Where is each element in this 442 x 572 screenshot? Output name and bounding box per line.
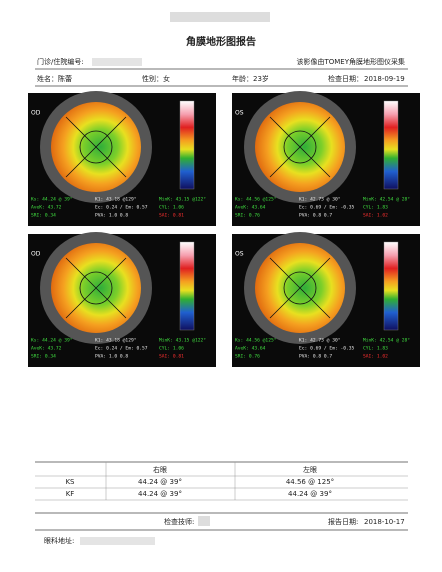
eye-label: OD xyxy=(31,110,41,117)
patient-sex: 性别：女 xyxy=(142,74,170,83)
stat: AveK: 43.64 xyxy=(235,346,266,352)
stat: Ks: 44.56 @125° xyxy=(235,197,277,203)
eye-label: OD xyxy=(31,251,41,258)
technician-label: 检查技师: xyxy=(164,517,194,526)
stat: K1: 42.73 @ 30° xyxy=(299,197,341,203)
stat: PVA: 0.8 0.7 xyxy=(299,213,332,219)
stat: PVA: 1.0 0.8 xyxy=(95,354,128,360)
stat: Ks: 44.24 @ 39° xyxy=(31,338,73,344)
stat: SRI: 0.34 xyxy=(31,213,56,219)
stat: SAI: 1.02 xyxy=(363,213,388,219)
stat: AveK: 43.72 xyxy=(31,205,62,211)
row-label: KF xyxy=(66,490,75,498)
summary-table: 右眼 左眼 KS 44.24 @ 39° 44.56 @ 125° KF 44.24 @ 3… xyxy=(35,461,408,501)
reticle xyxy=(283,130,317,164)
stat: Ec: 0.69 / Em: -0.35 xyxy=(299,205,355,211)
blurred-name xyxy=(198,516,210,526)
cell: 44.24 @ 39° xyxy=(138,490,182,498)
exam-date: 2018-09-19 xyxy=(364,75,405,83)
cell: 44.56 @ 125° xyxy=(286,478,334,486)
cell: 44.24 @ 39° xyxy=(138,478,182,486)
color-scale xyxy=(383,241,399,331)
title: 角膜地形图报告 xyxy=(186,35,256,48)
stat: SAI: 0.81 xyxy=(159,354,184,360)
stat: MinK: 43.15 @122° xyxy=(159,338,206,344)
stat: MinK: 42.54 @ 28° xyxy=(363,197,410,203)
stat: CYL: 1.83 xyxy=(363,205,388,211)
stat: K1: 43.18 @129° xyxy=(95,338,137,344)
address-label: 眼科地址: xyxy=(44,536,74,545)
table-header: 右眼 xyxy=(153,465,167,474)
stat: CYL: 1.06 xyxy=(159,346,184,352)
stat: K1: 43.18 @129° xyxy=(95,197,137,203)
stat: Ks: 44.24 @ 39° xyxy=(31,197,73,203)
stat: SRI: 0.76 xyxy=(235,354,260,360)
exam-date-label: 检查日期： xyxy=(328,74,363,83)
axis xyxy=(269,257,331,319)
color-scale xyxy=(383,100,399,190)
stat: SRI: 0.34 xyxy=(31,354,56,360)
stat: CYL: 1.06 xyxy=(159,205,184,211)
stat: CYL: 1.83 xyxy=(363,346,388,352)
maps: OD Ks: 44.24 @ 39° K1: 43.18 @129° MinK: 43… xyxy=(28,91,420,367)
reticle xyxy=(79,130,113,164)
stat: SRI: 0.76 xyxy=(235,213,260,219)
color-scale xyxy=(179,100,195,190)
blurred-id xyxy=(92,58,142,66)
stat: MinK: 43.15 @122° xyxy=(159,197,206,203)
stat: Ec: 0.69 / Em: -0.35 xyxy=(299,346,355,352)
topography-panel: OS Ks: 44.56 @125° K1: 42.73 @ 30° MinK: 42… xyxy=(232,91,420,226)
stat: AveK: 43.72 xyxy=(31,346,62,352)
stat: AveK: 43.64 xyxy=(235,205,266,211)
reticle xyxy=(283,271,317,305)
axis xyxy=(65,116,127,178)
stat: Ec: 0.24 / Em: 0.57 xyxy=(95,205,148,211)
eye-label: OS xyxy=(235,110,244,117)
patient-age: 年龄：23岁 xyxy=(232,74,269,83)
color-scale xyxy=(179,241,195,331)
topography-panel: OS Ks: 44.56 @125° K1: 42.73 @ 30° MinK: 42… xyxy=(232,232,420,367)
topography-panel: OD Ks: 44.24 @ 39° K1: 43.18 @129° MinK: 43… xyxy=(28,91,216,226)
stat: SAI: 1.02 xyxy=(363,354,388,360)
axis xyxy=(65,257,127,319)
reticle xyxy=(79,271,113,305)
topography-panel: OD Ks: 44.24 @ 39° K1: 43.18 @129° MinK: 43… xyxy=(28,232,216,367)
blurred-address xyxy=(80,537,155,545)
table-header: 左眼 xyxy=(303,465,317,474)
stat: PVA: 0.8 0.7 xyxy=(299,354,332,360)
stat: PVA: 1.0 0.8 xyxy=(95,213,128,219)
stat: MinK: 42.54 @ 28° xyxy=(363,338,410,344)
row-label: KS xyxy=(65,478,75,486)
blurred-hospital xyxy=(170,12,270,22)
device-note: 该影像由TOMEY角膜地形图仪采集 xyxy=(296,57,405,66)
eye-label: OS xyxy=(235,251,244,258)
stat: Ec: 0.24 / Em: 0.57 xyxy=(95,346,148,352)
axis xyxy=(269,116,331,178)
stat: Ks: 44.56 @125° xyxy=(235,338,277,344)
stat: SAI: 0.81 xyxy=(159,213,184,219)
patient-name: 姓名：陈蕾 xyxy=(37,74,72,83)
id-label: 门诊/住院编号: xyxy=(37,57,84,66)
report-date: 2018-10-17 xyxy=(364,518,405,526)
report-date-label: 报告日期: xyxy=(328,517,358,526)
stat: K1: 42.73 @ 30° xyxy=(299,338,341,344)
cell: 44.24 @ 39° xyxy=(288,490,332,498)
